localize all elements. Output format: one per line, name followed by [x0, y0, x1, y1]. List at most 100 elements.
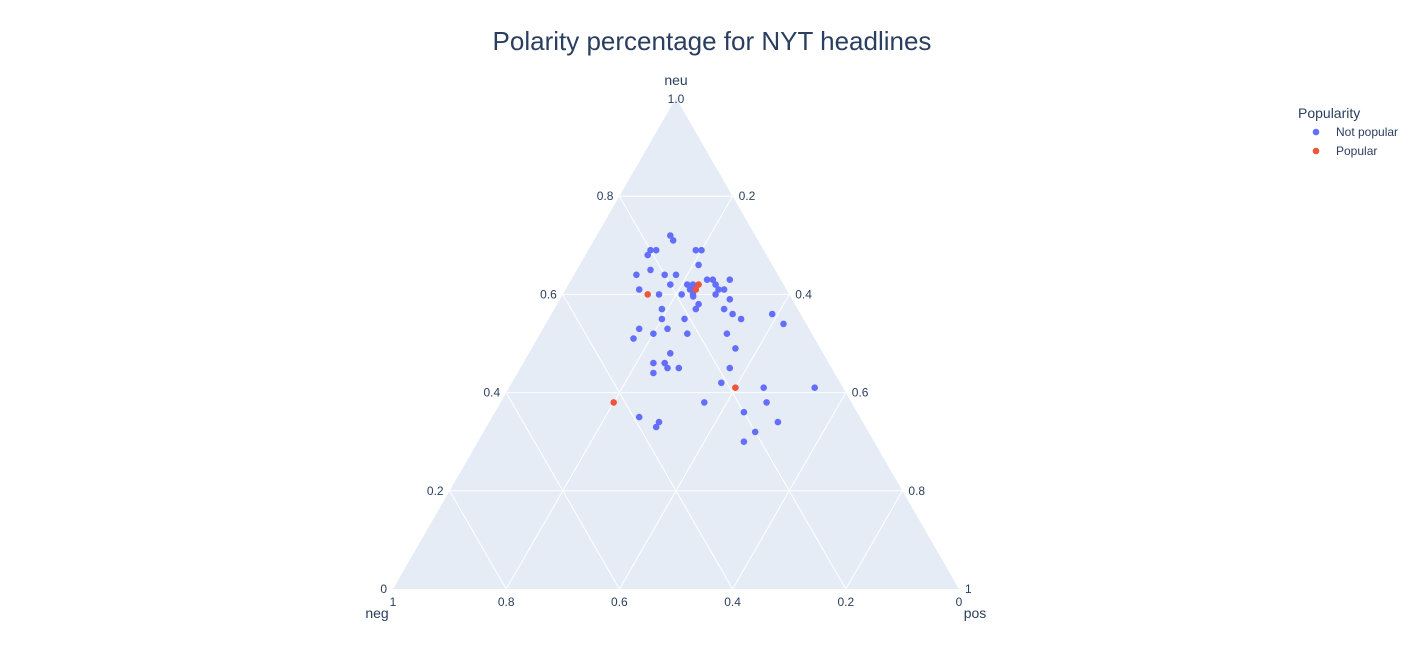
data-point [774, 418, 782, 426]
data-point [655, 291, 663, 298]
legend: Popularity Not popular Popular [1298, 105, 1398, 158]
data-point [695, 300, 702, 308]
data-point [661, 359, 668, 367]
data-point [715, 286, 722, 293]
data-point [610, 399, 617, 406]
data-point [768, 310, 776, 318]
data-point [630, 335, 637, 342]
data-point [695, 281, 702, 288]
grid-line [562, 294, 734, 590]
grid-line [449, 490, 507, 590]
data-point [635, 286, 643, 293]
data-point [650, 359, 657, 367]
tick-label-pos: 0.2 [739, 189, 756, 203]
data-point [689, 293, 697, 300]
data-point [737, 315, 745, 323]
data-point [701, 399, 708, 406]
legend-marker [1312, 128, 1320, 136]
data-point [684, 330, 691, 338]
data-point [686, 286, 694, 293]
grid-line [505, 392, 620, 590]
data-point [703, 276, 711, 284]
data-point [633, 271, 640, 279]
data-point [726, 296, 734, 303]
legend-item-label: Popular [1336, 144, 1377, 158]
tick-label-neg: 0.8 [498, 595, 515, 609]
data-point [652, 246, 660, 254]
axis-title-pos: pos [964, 605, 987, 621]
data-point [760, 384, 767, 392]
data-point [669, 237, 677, 244]
data-point [732, 345, 739, 352]
tick-labels: 0 0.2 0.4 0.6 0.8 1.0 0.2 0.4 0.6 0.8 1 1 0.8 0.6 0.4 0… [380, 92, 972, 609]
data-point [675, 364, 683, 372]
tick-label-neg: 0 [956, 595, 963, 609]
tick-label-neg: 0.2 [837, 595, 854, 609]
data-point [726, 364, 734, 372]
data-point [723, 330, 731, 338]
series-not-popular [630, 232, 818, 446]
data-point [650, 330, 657, 338]
data-point [692, 246, 700, 254]
tick-label-neu: 0.2 [427, 484, 444, 498]
tick-label-neg: 1 [390, 595, 397, 609]
data-point [718, 379, 725, 387]
data-point [726, 276, 734, 284]
data-point [740, 408, 748, 416]
grid-line [732, 392, 847, 590]
data-point [740, 438, 748, 446]
data-point [661, 271, 668, 279]
data-point [667, 281, 674, 288]
data-point [658, 315, 666, 323]
data-point [692, 305, 700, 313]
data-point [667, 350, 674, 357]
tick-label-neu: 0.4 [484, 386, 501, 400]
tick-label-pos: 0.8 [908, 484, 925, 498]
data-point [647, 246, 654, 254]
grid [449, 195, 903, 590]
tick-label-pos: 1 [965, 582, 972, 596]
data-point [712, 291, 719, 298]
chart-title: Polarity percentage for NYT headlines [493, 26, 932, 56]
data-point [732, 384, 739, 392]
data-point [712, 281, 719, 288]
data-point [667, 232, 674, 239]
data-point [655, 418, 663, 426]
legend-marker [1312, 147, 1320, 155]
data-point [698, 246, 705, 254]
data-point [780, 320, 787, 328]
data-point [658, 305, 666, 313]
data-point [678, 291, 685, 298]
data-point [811, 384, 818, 392]
data-point [664, 364, 671, 372]
data-point [664, 325, 671, 333]
data-point [635, 413, 643, 421]
data-point [635, 325, 643, 333]
data-point [644, 251, 651, 259]
data-point [729, 310, 736, 318]
data-point [709, 276, 717, 284]
series-popular [610, 281, 739, 406]
data-point [720, 305, 728, 313]
tick-label-neg: 0.6 [611, 595, 628, 609]
data-point [652, 423, 660, 431]
plot-area [393, 98, 959, 589]
data-point [650, 369, 657, 377]
axis-title-neg: neg [365, 605, 388, 621]
data-point [751, 428, 759, 436]
data-point [647, 266, 654, 274]
legend-title: Popularity [1298, 105, 1360, 121]
tick-label-pos: 0.4 [795, 287, 812, 301]
data-point [684, 281, 691, 288]
tick-label-neu: 0 [380, 582, 387, 596]
data-point [720, 286, 728, 293]
data-points [610, 232, 818, 446]
data-point [692, 286, 700, 293]
grid-line [845, 490, 903, 590]
data-point [681, 315, 688, 323]
data-point [763, 399, 770, 406]
axis-title-neu: neu [664, 72, 687, 88]
legend-item-label: Not popular [1336, 125, 1398, 139]
data-point [644, 291, 651, 298]
